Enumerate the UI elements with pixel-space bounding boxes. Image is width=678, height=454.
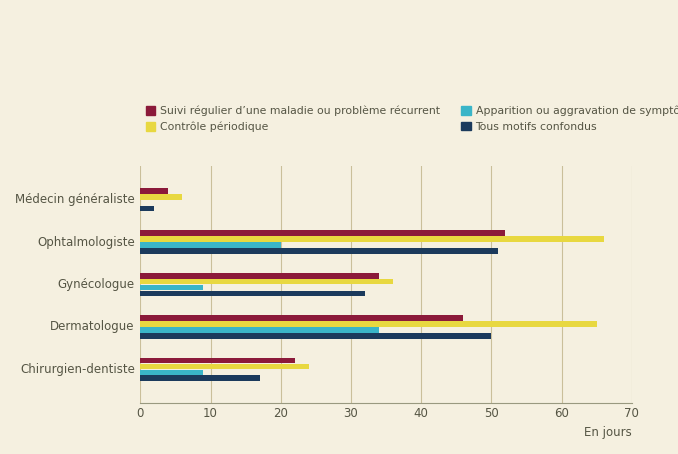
- Bar: [140, 291, 365, 296]
- Legend: Suivi régulier d’une maladie ou problème récurrent, Contrôle périodique, Apparit: Suivi régulier d’une maladie ou problème…: [146, 106, 678, 132]
- Bar: [140, 194, 182, 200]
- Bar: [140, 279, 393, 285]
- Bar: [140, 321, 597, 327]
- Bar: [140, 188, 168, 193]
- Bar: [140, 230, 505, 236]
- Bar: [140, 242, 281, 248]
- Bar: [140, 364, 308, 370]
- Bar: [140, 375, 260, 381]
- Bar: [140, 315, 463, 321]
- Bar: [140, 370, 203, 375]
- Bar: [140, 236, 603, 242]
- Bar: [140, 358, 295, 364]
- Bar: [140, 206, 155, 212]
- X-axis label: En jours: En jours: [584, 426, 632, 439]
- Bar: [140, 327, 379, 333]
- Bar: [140, 285, 203, 291]
- Bar: [140, 248, 498, 254]
- Bar: [140, 273, 379, 279]
- Bar: [140, 333, 492, 339]
